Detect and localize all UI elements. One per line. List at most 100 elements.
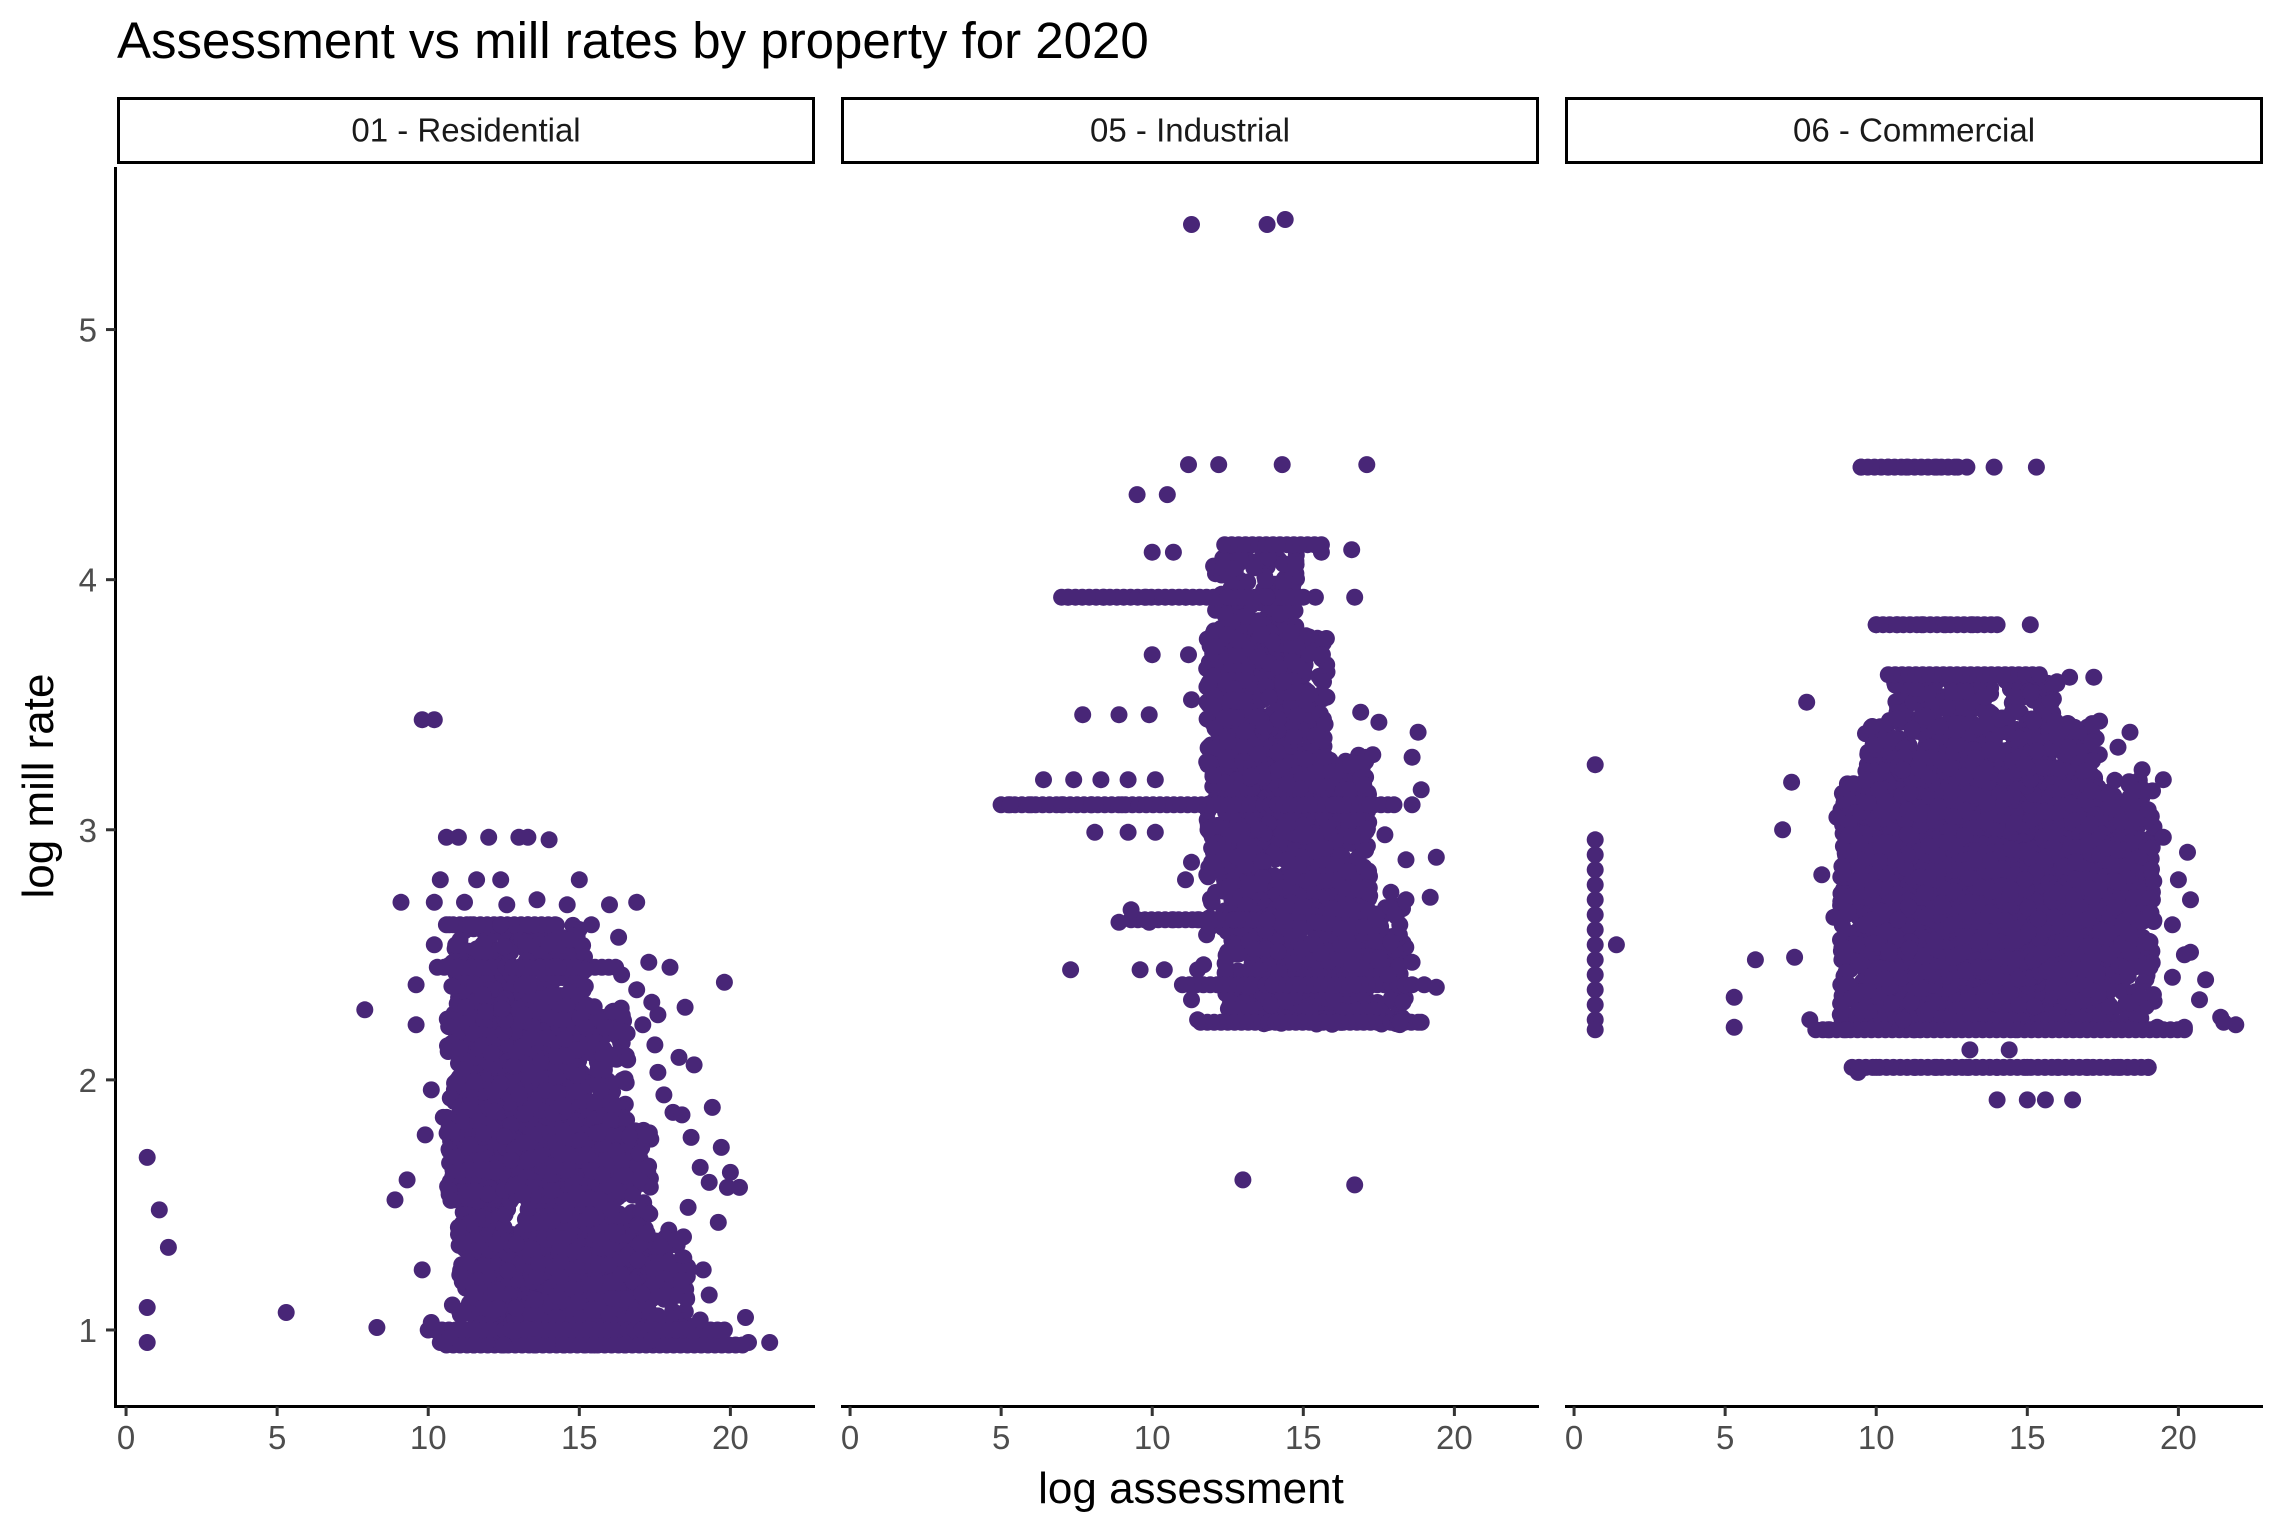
scatter-point — [460, 1161, 478, 1179]
scatter-point — [1287, 556, 1305, 574]
scatter-point — [1278, 775, 1296, 793]
scatter-point — [1285, 728, 1303, 746]
y-tick-label: 4 — [79, 562, 97, 599]
scatter-point — [486, 1159, 504, 1177]
scatter-point — [1268, 744, 1286, 761]
x-tick-label: 15 — [561, 1419, 598, 1456]
scatter-point — [505, 1057, 523, 1075]
x-tick-label: 20 — [712, 1419, 749, 1456]
scatter-point — [443, 1296, 461, 1314]
scatter-point — [368, 1319, 386, 1336]
scatter-point — [457, 1101, 475, 1118]
scatter-point — [570, 871, 588, 889]
scatter-point — [407, 976, 425, 994]
scatter-point — [277, 1304, 295, 1321]
scatter-point — [578, 1145, 596, 1163]
scatter-point — [620, 1127, 638, 1145]
scatter-point — [552, 1253, 570, 1271]
scatter-point — [703, 1098, 721, 1116]
scatter-point — [1315, 673, 1332, 691]
scatter-point — [700, 1286, 718, 1304]
scatter-point — [1257, 572, 1275, 589]
scatter-point — [1316, 748, 1334, 766]
scatter-point — [519, 828, 537, 846]
scatter-point — [629, 1251, 646, 1269]
scatter-point — [516, 1105, 534, 1123]
scatter-point — [691, 1158, 709, 1176]
y-tick-label: 3 — [79, 812, 97, 849]
scatter-point — [1288, 707, 1306, 725]
scatter-point — [587, 1226, 605, 1244]
scatter-point — [1274, 818, 1292, 836]
scatter-point — [1343, 956, 1361, 974]
scatter-point — [526, 1291, 544, 1309]
scatter-point — [515, 1006, 533, 1024]
scatter-point — [1309, 778, 1327, 795]
scatter-point — [655, 1086, 673, 1104]
scatter-point — [583, 1301, 601, 1319]
scatter-point — [1350, 881, 1368, 899]
scatter-point — [493, 1000, 511, 1018]
scatter-point — [582, 916, 600, 934]
scatter-point — [466, 1182, 483, 1200]
scatter-point — [604, 1002, 622, 1020]
scatter-point — [492, 871, 510, 889]
scatter-point — [548, 1287, 566, 1305]
scatter-point — [1217, 946, 1235, 964]
scatter-point — [709, 1213, 727, 1231]
scatter-point — [462, 916, 479, 934]
scatter-point — [1239, 845, 1257, 863]
scatter-point — [1278, 851, 1296, 869]
scatter-point — [437, 828, 455, 846]
scatter-point — [407, 1016, 425, 1034]
scatter-point — [1204, 766, 1222, 784]
scatter-point — [523, 1240, 541, 1258]
scatter-point — [440, 916, 458, 934]
scatter-point — [496, 1128, 513, 1145]
scatter-point — [528, 1268, 546, 1286]
scatter-point — [549, 958, 567, 976]
scatter-point — [569, 1067, 586, 1085]
scatter-point — [712, 1138, 730, 1156]
scatter-point — [513, 976, 531, 994]
scatter-point — [569, 1293, 587, 1311]
scatter-point — [613, 1153, 631, 1171]
facet-strip-label: 05 - Industrial — [1090, 112, 1290, 149]
scatter-point — [510, 1085, 528, 1103]
scatter-point — [572, 1131, 590, 1149]
scatter-point — [564, 1280, 582, 1298]
scatter-point — [646, 1036, 664, 1054]
scatter-point — [1316, 715, 1334, 733]
scatter-point — [1221, 877, 1238, 895]
scatter-point — [522, 1029, 540, 1047]
scatter-point — [700, 1173, 718, 1191]
scatter-point — [551, 1268, 569, 1286]
scatter-point — [673, 1106, 691, 1124]
scatter-point — [422, 1081, 440, 1099]
scatter-point — [453, 1234, 471, 1252]
scatter-point — [589, 1124, 607, 1142]
scatter-point — [1292, 826, 1310, 843]
x-tick-label: 5 — [268, 1419, 286, 1456]
scatter-point — [612, 1266, 630, 1283]
scatter-point — [356, 1001, 374, 1019]
scatter-point — [1342, 753, 1360, 771]
scatter-point — [1301, 686, 1319, 703]
scatter-point — [555, 1122, 572, 1140]
scatter-point — [1270, 659, 1288, 677]
scatter-point — [1297, 750, 1315, 768]
scatter-point — [576, 961, 594, 979]
scatter-point — [649, 1307, 667, 1325]
scatter-point — [673, 1271, 691, 1289]
scatter-point — [1277, 992, 1295, 1010]
chart-title: Assessment vs mill rates by property for… — [117, 12, 1149, 69]
scatter-point — [487, 1284, 504, 1302]
scatter-point — [514, 1134, 532, 1152]
scatter-point — [640, 953, 658, 971]
scatter-point — [585, 1275, 603, 1293]
scatter-point — [628, 981, 646, 999]
scatter-point — [486, 1102, 503, 1120]
scatter-point — [604, 1223, 622, 1241]
